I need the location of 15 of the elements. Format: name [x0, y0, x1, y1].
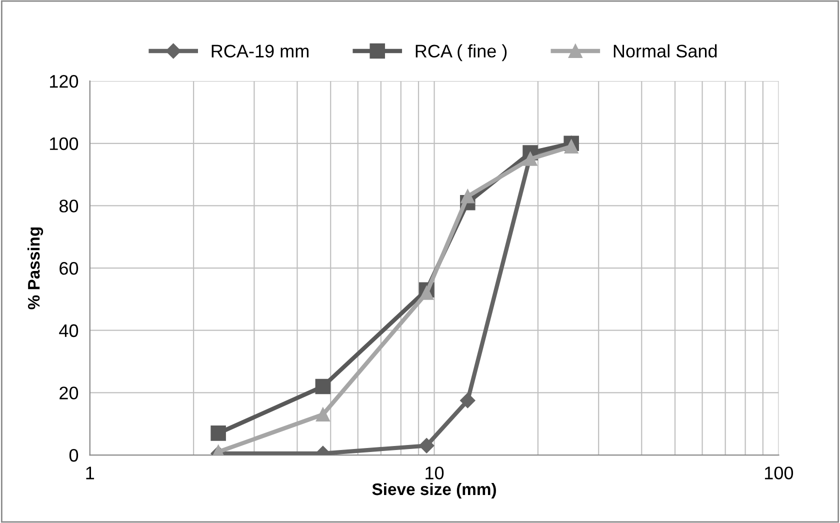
y-tick-label: 0 [69, 448, 78, 462]
x-tick-label: 10 [426, 466, 444, 480]
legend-label: Normal Sand [614, 44, 717, 58]
y-tick-label: 20 [60, 386, 78, 400]
y-tick-label: 80 [59, 200, 78, 212]
legend-label: RCA ( fine ) [416, 44, 507, 62]
y-tick-label: 120 [50, 75, 78, 88]
y-tick-label: 100 [50, 137, 78, 150]
x-axis-title: Sieve size (mm) [372, 482, 496, 498]
x-tick-label: 100 [764, 466, 794, 480]
x-tick-label: 1 [86, 466, 94, 480]
legend-label: RCA-19 mm [212, 44, 308, 58]
y-axis-title: % Passing [27, 227, 44, 310]
y-tick-label: 40 [59, 324, 78, 338]
y-tick-label: 60 [60, 262, 78, 275]
